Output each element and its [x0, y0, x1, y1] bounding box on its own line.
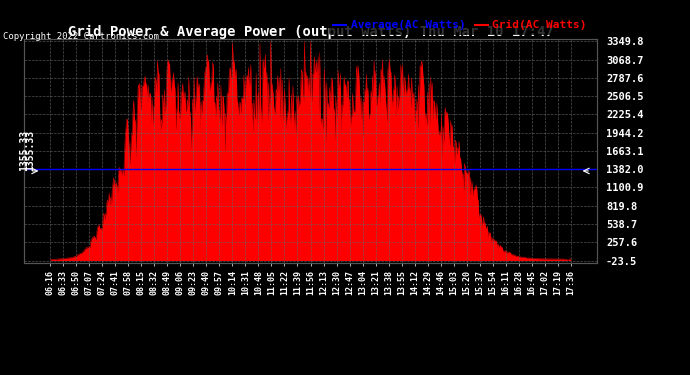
Legend: Average(AC Watts), Grid(AC Watts): Average(AC Watts), Grid(AC Watts): [328, 16, 591, 35]
Text: 1355.33: 1355.33: [19, 130, 29, 171]
Text: 1355.33: 1355.33: [25, 130, 35, 171]
Title: Grid Power & Average Power (output watts) Thu Mar 10 17:47: Grid Power & Average Power (output watts…: [68, 25, 553, 39]
Text: Copyright 2022 Cartronics.com: Copyright 2022 Cartronics.com: [3, 32, 159, 41]
